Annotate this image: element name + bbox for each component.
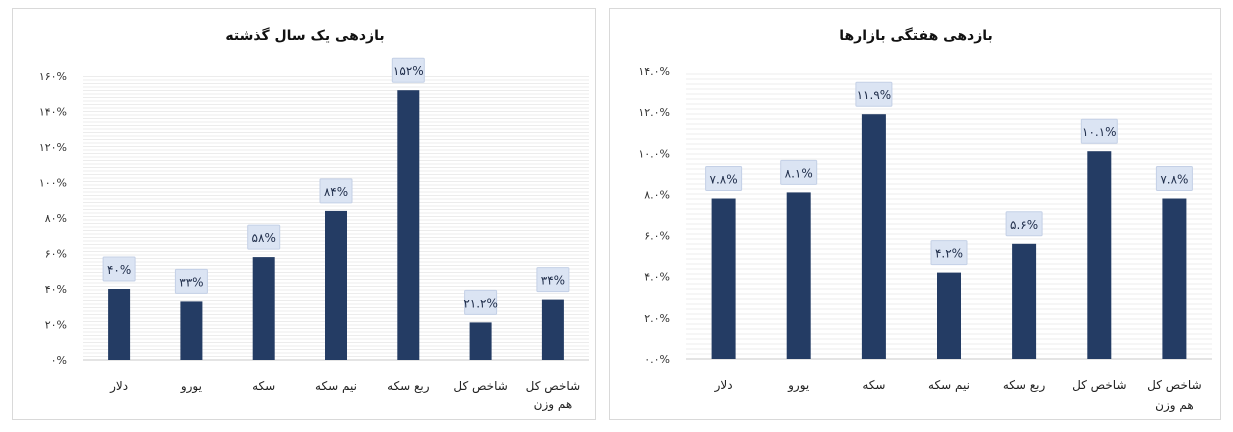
data-label-box xyxy=(1005,211,1043,237)
data-label: ۳۳% xyxy=(179,275,203,289)
bar xyxy=(861,114,886,359)
data-label-box xyxy=(319,178,353,204)
data-label: ۸.۱% xyxy=(785,166,813,180)
data-label-box xyxy=(705,166,743,191)
chart-panel-annual-return: بازدهی یک سال گذشته ۰% ۲۰% ۴۰% ۶۰% ۸۰% ۱۰۰% ۱۲… xyxy=(12,8,596,420)
data-label-box xyxy=(102,256,136,282)
data-label: ۴.۲% xyxy=(935,247,963,261)
data-label: ۸۴% xyxy=(324,185,348,199)
y-tick-label: ۱۴.۰% xyxy=(638,65,670,78)
data-label: ۳۴% xyxy=(541,274,565,288)
x-tick-label: شاخص کل xyxy=(526,379,580,394)
bar xyxy=(252,257,275,360)
x-tick-label: شاخص کل xyxy=(1147,378,1201,393)
x-tick-label: ربع سکه xyxy=(1003,378,1046,393)
x-tick-label: هم وزن xyxy=(534,397,573,412)
y-tick-label: ۲۰% xyxy=(45,319,67,332)
x-tick-label: یورو xyxy=(787,378,809,393)
data-label-box xyxy=(536,267,570,293)
data-label: ۷.۸% xyxy=(1160,173,1188,187)
x-tick-label: هم وزن xyxy=(1155,398,1194,413)
bar xyxy=(1087,151,1112,359)
y-tick-label: ۶.۰% xyxy=(644,230,670,243)
x-tick-label: دلار xyxy=(714,378,733,393)
data-label: ۱۵۲% xyxy=(393,64,424,78)
data-label: ۱۱.۹% xyxy=(857,88,892,102)
data-label: ۵.۶% xyxy=(1010,218,1038,232)
x-tick-label: دلار xyxy=(109,379,128,394)
y-tick-label: ۱۴۰% xyxy=(39,106,67,119)
y-tick-label: ۴۰% xyxy=(45,283,67,296)
y-tick-label: ۱۲.۰% xyxy=(638,106,670,119)
y-tick-label: ۶۰% xyxy=(45,248,67,261)
y-tick-label: ۱۶۰% xyxy=(39,70,67,83)
y-tick-label: ۱۲۰% xyxy=(39,141,67,154)
y-tick-label: ۸.۰% xyxy=(644,188,670,201)
bar xyxy=(1162,198,1187,359)
bar xyxy=(786,192,811,359)
data-label: ۲۱.۲% xyxy=(463,296,498,310)
data-label-box xyxy=(1155,166,1193,191)
bar xyxy=(397,90,420,360)
bar xyxy=(937,272,961,359)
bar xyxy=(541,299,564,360)
data-label-box xyxy=(174,268,208,294)
bar xyxy=(1012,243,1037,359)
bar xyxy=(711,198,736,359)
y-tick-label: ۲.۰% xyxy=(644,312,670,325)
y-tick-label: ۸۰% xyxy=(45,212,67,225)
bar xyxy=(469,322,492,360)
chart-panel-weekly-return: بازدهی هفتگی بازارها ۰.۰% ۲.۰% ۴.۰% ۶.۰% ۸.۰… xyxy=(609,8,1221,420)
y-tick-label: ۰.۰% xyxy=(644,353,670,366)
x-tick-label: سکه xyxy=(862,378,885,392)
y-tick-label: ۴.۰% xyxy=(644,271,670,284)
x-tick-label: ربع سکه xyxy=(387,379,430,394)
data-label-box xyxy=(780,159,818,185)
bar xyxy=(180,301,203,360)
data-label: ۵۸% xyxy=(252,231,276,245)
data-label: ۱۰.۱% xyxy=(1082,125,1117,139)
data-label-box xyxy=(391,57,425,83)
bar xyxy=(108,289,131,360)
data-label: ۴۰% xyxy=(107,263,131,277)
y-tick-label: ۰% xyxy=(51,354,67,367)
y-tick-label: ۱۰۰% xyxy=(39,177,67,190)
x-tick-label: شاخص کل xyxy=(453,379,507,394)
weekly-return-chart: بازدهی هفتگی بازارها ۰.۰% ۲.۰% ۴.۰% ۶.۰% ۸.۰… xyxy=(638,27,1212,413)
annual-return-chart: بازدهی یک سال گذشته ۰% ۲۰% ۴۰% ۶۰% ۸۰% ۱۰۰% ۱۲… xyxy=(39,27,589,412)
data-label-box xyxy=(464,289,498,315)
bar xyxy=(325,210,347,360)
x-tick-label: سکه xyxy=(252,379,275,393)
chart-title: بازدهی یک سال گذشته xyxy=(225,27,384,44)
x-tick-label: نیم سکه xyxy=(315,379,357,393)
data-label-box xyxy=(1080,118,1118,144)
data-label-box xyxy=(247,224,281,250)
x-tick-label: نیم سکه xyxy=(928,378,970,392)
x-tick-label: یورو xyxy=(180,379,202,394)
x-tick-label: شاخص کل xyxy=(1072,378,1126,393)
data-label-box xyxy=(855,81,893,107)
data-label: ۷.۸% xyxy=(710,173,738,187)
y-tick-label: ۱۰.۰% xyxy=(638,147,670,160)
data-label-box xyxy=(930,240,968,266)
chart-title: بازدهی هفتگی بازارها xyxy=(839,27,993,44)
